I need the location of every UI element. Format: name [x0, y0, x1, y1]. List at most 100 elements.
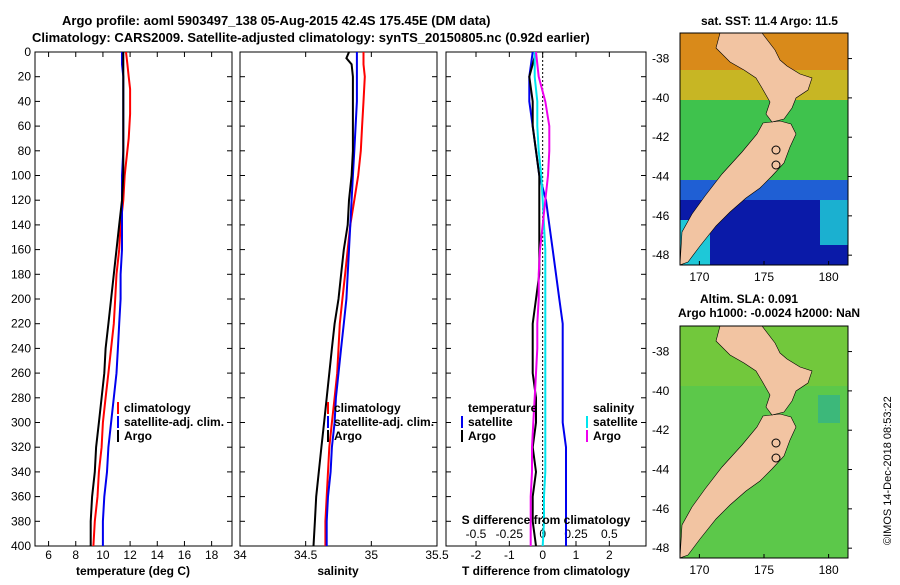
y-tick-label: 220	[11, 317, 31, 331]
sla-map-axes: 170 175 180 -38 -40 -42 -44 -46 -48	[652, 345, 852, 577]
legend-label-satellite: satellite-adj. clim.	[124, 415, 224, 429]
x-tick-label: 1	[573, 548, 580, 562]
map-y-tick-label: -40	[652, 91, 670, 105]
temperature-axis-label: temperature (deg C)	[76, 564, 190, 578]
map-y-tick-label: -38	[652, 52, 670, 66]
x-tick-label: 0	[539, 548, 546, 562]
series-s-satellite	[533, 52, 547, 546]
y-tick-label: 180	[11, 267, 31, 281]
series-argo	[312, 52, 354, 546]
map-x-tick-label: 170	[689, 563, 709, 577]
y-tick-label: 60	[18, 119, 32, 133]
y-tick-label: 300	[11, 416, 31, 430]
map-x-tick-label: 180	[819, 270, 839, 284]
y-tick-label: 240	[11, 341, 31, 355]
axes-layer: 0204060801001201401601802002202402602803…	[11, 45, 646, 562]
s-tick-label: -0.5	[466, 527, 487, 541]
legend-label-argo: Argo	[334, 429, 362, 443]
series-s-argo	[529, 52, 551, 546]
map-y-tick-label: -46	[652, 502, 670, 516]
legend-label-climatology: climatology	[334, 401, 401, 415]
y-tick-label: 280	[11, 391, 31, 405]
map-y-tick-label: -48	[652, 541, 670, 555]
sst-map-axes: 170 175 180 -38 -40 -42 -44 -46 -48	[652, 52, 852, 284]
sla-marker-2	[771, 453, 781, 463]
x-tick-label: -2	[471, 548, 482, 562]
legend-label-satellite: satellite-adj. clim.	[334, 415, 434, 429]
x-tick-label: 12	[123, 548, 137, 562]
x-tick-label: 34	[233, 548, 247, 562]
y-tick-label: 260	[11, 366, 31, 380]
series-climatology	[92, 52, 132, 546]
figure-title-line1: Argo profile: aoml 5903497_138 05-Aug-20…	[62, 13, 490, 28]
sst-east-cyan	[820, 200, 848, 245]
sla-map-title-line2: Argo h1000: -0.0024 h2000: NaN	[678, 306, 860, 320]
x-tick-label: 10	[96, 548, 110, 562]
series-t-argo	[528, 52, 541, 546]
salinity-legend: climatology satellite-adj. clim. Argo	[327, 401, 434, 443]
map-y-tick-label: -44	[652, 170, 670, 184]
sla-map	[680, 326, 848, 558]
y-tick-label: 380	[11, 514, 31, 528]
legend-label-s-satellite: satellite	[593, 415, 638, 429]
y-tick-label: 340	[11, 465, 31, 479]
series-climatology	[324, 52, 366, 546]
sst-south-island	[680, 120, 797, 265]
sst-map-title: sat. SST: 11.4 Argo: 11.5	[701, 14, 838, 28]
map-y-tick-label: -40	[652, 384, 670, 398]
map-y-tick-label: -44	[652, 463, 670, 477]
series-argo	[89, 52, 125, 546]
map-x-tick-label: 170	[689, 270, 709, 284]
s-difference-axis-label: S difference from climatology	[462, 513, 631, 527]
sst-argo-marker	[771, 145, 781, 155]
y-tick-label: 360	[11, 490, 31, 504]
x-tick-label: 6	[45, 548, 52, 562]
series-satellite-adj-clim-	[325, 52, 358, 546]
x-tick-label: 8	[72, 548, 79, 562]
x-tick-label: 35	[365, 548, 379, 562]
y-tick-label: 160	[11, 243, 31, 257]
y-tick-label: 120	[11, 193, 31, 207]
temperature-plot-frame	[34, 51, 233, 547]
sla-map-title-line1: Altim. SLA: 0.091	[700, 292, 798, 306]
x-tick-label: 18	[205, 548, 219, 562]
s-tick-label: 0.25	[564, 527, 588, 541]
profile-lines	[89, 52, 567, 546]
y-tick-label: 0	[24, 45, 31, 59]
sst-north-island	[715, 33, 813, 123]
y-tick-label: 100	[11, 169, 31, 183]
legend-label-argo: Argo	[124, 429, 152, 443]
s-tick-label: 0.5	[601, 527, 618, 541]
x-tick-label: 16	[178, 548, 192, 562]
sla-east-patch	[818, 395, 840, 423]
x-tick-label: 2	[606, 548, 613, 562]
legend-label-t-satellite: satellite	[468, 415, 513, 429]
temperature-legend: climatology satellite-adj. clim. Argo	[117, 401, 224, 443]
y-tick-label: 140	[11, 218, 31, 232]
map-y-tick-label: -48	[652, 248, 670, 262]
legend-label-climatology: climatology	[124, 401, 191, 415]
salinity-axis-label: salinity	[317, 564, 359, 578]
sla-north-island	[715, 326, 813, 416]
s-tick-label: -0.25	[496, 527, 524, 541]
x-tick-label: 14	[151, 548, 165, 562]
map-x-tick-label: 175	[754, 563, 774, 577]
legend-title-temperature: temperature	[468, 401, 538, 415]
map-y-tick-label: -42	[652, 423, 670, 437]
y-tick-label: 320	[11, 440, 31, 454]
y-tick-label: 20	[18, 70, 32, 84]
x-tick-label: 35.5	[425, 548, 449, 562]
y-tick-label: 40	[18, 94, 32, 108]
legend-label-s-argo: Argo	[593, 429, 621, 443]
credit-text: ©IMOS 14-Dec-2018 08:53:22	[882, 396, 894, 545]
sst-marker-2	[771, 160, 781, 170]
legend-label-t-argo: Argo	[468, 429, 496, 443]
y-tick-label: 200	[11, 292, 31, 306]
difference-legend: temperature satellite Argo salinity sate…	[461, 401, 638, 443]
sla-argo-marker	[771, 438, 781, 448]
map-y-tick-label: -42	[652, 130, 670, 144]
figure-title-line2: Climatology: CARS2009. Satellite-adjuste…	[32, 30, 590, 45]
map-y-tick-label: -38	[652, 345, 670, 359]
